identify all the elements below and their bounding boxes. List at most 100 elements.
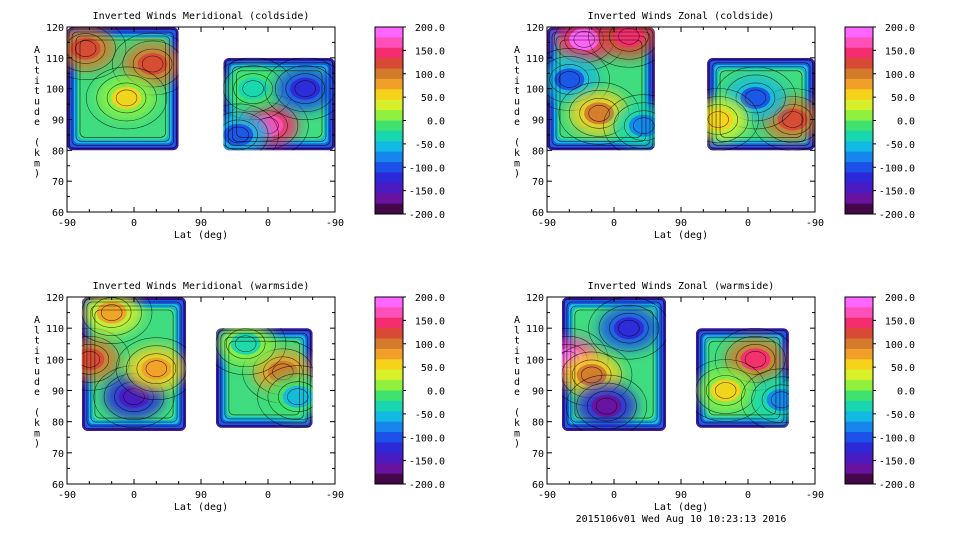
- colorbar-swatch: [375, 110, 403, 121]
- contour-line: [285, 73, 326, 104]
- colorbar-swatch: [845, 369, 873, 381]
- contour-line: [603, 94, 655, 151]
- contour-line: [225, 328, 266, 360]
- x-axis-label: Lat (deg): [654, 230, 708, 241]
- colorbar-label: 200.0: [885, 293, 915, 304]
- x-tick-label: -90: [806, 218, 824, 229]
- contour-line: [549, 64, 590, 95]
- contour-line: [220, 332, 308, 424]
- colorbar-label: -50.0: [885, 140, 915, 151]
- contour-line: [735, 344, 776, 375]
- data-region: [695, 328, 789, 428]
- colorbar-swatch: [375, 162, 403, 173]
- y-tick-label: 80: [532, 146, 544, 157]
- colorbar-swatch: [845, 151, 873, 163]
- contour-line: [228, 340, 300, 416]
- contour-line: [633, 117, 655, 134]
- data-region: [215, 328, 313, 428]
- colorbar-swatch: [375, 203, 403, 215]
- colorbar-label: -150.0: [879, 457, 915, 468]
- contour-line: [705, 375, 746, 406]
- y-tick-label: 110: [46, 54, 64, 65]
- contour-line: [744, 89, 767, 107]
- colorbar-swatch: [845, 380, 873, 391]
- contour-line: [275, 65, 335, 112]
- contour-line: [264, 57, 335, 120]
- contour-line: [719, 70, 803, 138]
- data-region: [67, 27, 179, 151]
- colorbar-swatch: [375, 328, 403, 340]
- panel-title: Inverted Winds Zonal (coldside): [588, 11, 775, 22]
- colorbar-swatch: [375, 47, 403, 59]
- y-tick-label: 110: [526, 54, 544, 65]
- colorbar-label: 200.0: [415, 23, 445, 34]
- contour-line: [100, 304, 123, 321]
- colorbar-swatch: [375, 421, 403, 433]
- contour-line: [81, 297, 142, 336]
- contour-line: [267, 373, 313, 421]
- colorbar-swatch: [845, 78, 873, 90]
- colorbar-swatch: [375, 463, 403, 475]
- contour-line: [85, 66, 168, 130]
- colorbar-label: -50.0: [885, 410, 915, 421]
- colorbar-swatch: [845, 182, 873, 194]
- x-tick-label: 90: [675, 490, 687, 501]
- contour-line: [580, 366, 603, 384]
- colorbar-swatch: [845, 421, 873, 433]
- contour-line: [234, 335, 257, 353]
- colorbar-swatch: [375, 348, 403, 360]
- y-tick-label: 110: [526, 324, 544, 335]
- colorbar-swatch: [845, 141, 873, 153]
- contour-line: [708, 340, 777, 416]
- y-tick-label: 80: [532, 418, 544, 429]
- contour-line: [94, 309, 174, 419]
- y-tick-label: 60: [52, 208, 64, 219]
- colorbar-swatch: [845, 89, 873, 101]
- contour-line: [228, 62, 331, 146]
- contour-line: [233, 73, 273, 104]
- colorbar-swatch: [375, 99, 403, 111]
- colorbar-swatch: [845, 338, 873, 350]
- colorbar-swatch: [375, 473, 403, 485]
- colorbar-label: -200.0: [409, 480, 445, 491]
- colorbar-swatch: [375, 120, 403, 132]
- data-region: [707, 57, 815, 151]
- contour-line: [781, 111, 804, 128]
- run-timestamp: 2015106v01 Wed Aug 10 10:23:13 2016: [575, 514, 787, 525]
- colorbar-label: 200.0: [885, 23, 915, 34]
- colorbar-swatch: [845, 99, 873, 111]
- colorbar-label: 50.0: [891, 363, 915, 374]
- colorbar-swatch: [845, 359, 873, 371]
- contour-line: [79, 39, 166, 138]
- y-tick-label: 60: [532, 208, 544, 219]
- colorbar-swatch: [375, 380, 403, 391]
- contour-line: [618, 319, 640, 337]
- colorbar-label: -150.0: [409, 457, 445, 468]
- contour-line: [81, 297, 153, 344]
- contour-line: [74, 40, 97, 57]
- contour-line: [67, 27, 127, 80]
- x-tick-label: 0: [131, 490, 137, 501]
- colorbar-label: 0.0: [427, 387, 445, 398]
- contour-line: [294, 80, 316, 97]
- contour-line: [558, 71, 581, 88]
- y-tick-label: 60: [52, 480, 64, 491]
- colorbar-swatch: [375, 193, 403, 205]
- colorbar-swatch: [375, 297, 403, 308]
- contour-line: [613, 102, 655, 149]
- contour-line: [67, 33, 106, 64]
- colorbar-swatch: [375, 411, 403, 423]
- y-tick-label: 120: [46, 23, 64, 34]
- panel-title: Inverted Winds Zonal (warmside): [588, 281, 775, 292]
- data-region: [547, 27, 655, 151]
- colorbar-label: -100.0: [409, 433, 445, 444]
- contour-line: [740, 368, 789, 428]
- colorbar-swatch: [845, 297, 873, 308]
- colorbar-swatch: [845, 473, 873, 485]
- contour-line: [574, 309, 654, 419]
- contour-line: [770, 391, 789, 409]
- y-tick-label: 100: [46, 85, 64, 96]
